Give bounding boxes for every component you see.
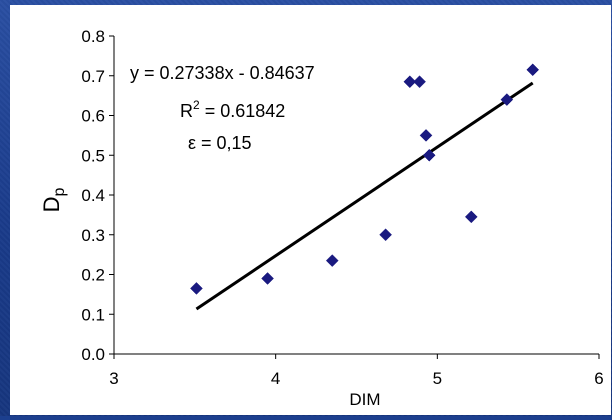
data-point-marker bbox=[379, 228, 392, 242]
y-tick-label: 0.5 bbox=[81, 146, 105, 165]
trendline-group bbox=[195, 81, 534, 311]
data-point-marker bbox=[413, 75, 426, 89]
x-tick-label: 3 bbox=[109, 369, 118, 388]
data-point-marker bbox=[422, 148, 436, 162]
data-point-marker bbox=[325, 254, 339, 267]
data-point-marker bbox=[500, 93, 514, 106]
y-axis-label: Dp bbox=[39, 188, 68, 213]
y-tick-label: 0.0 bbox=[81, 345, 105, 364]
y-tick-label: 0.7 bbox=[81, 67, 105, 86]
data-point-marker bbox=[526, 63, 540, 77]
data-point-marker bbox=[403, 75, 417, 89]
y-axis-label-main: D bbox=[39, 197, 64, 213]
x-tick-label: 4 bbox=[271, 369, 280, 388]
y-tick-label: 0.8 bbox=[81, 27, 105, 46]
scatter-chart: 0.0 0.1 0.2 0.3 0.4 0.5 0.6 0.7 0.8 3 4 5 6 y = 0.27… bbox=[39, 27, 604, 409]
x-tick-label: 5 bbox=[433, 369, 442, 388]
data-point-marker bbox=[464, 210, 478, 224]
axes bbox=[109, 35, 600, 359]
y-tick-label: 0.6 bbox=[81, 107, 105, 126]
equation-annotation: y = 0.27338x - 0.84637 bbox=[130, 63, 315, 83]
x-axis-label: DIM bbox=[349, 390, 380, 409]
y-tick-label: 0.1 bbox=[81, 305, 105, 324]
r-squared-value: = 0.61842 bbox=[200, 101, 286, 121]
y-tick-label: 0.3 bbox=[81, 226, 105, 245]
y-tick-label: 0.2 bbox=[81, 266, 105, 285]
data-points bbox=[190, 63, 540, 295]
y-axis-label-group: Dp bbox=[39, 188, 68, 213]
r-squared-annotation: R2 = 0.61842 bbox=[180, 98, 285, 121]
data-point-marker bbox=[261, 272, 274, 285]
data-point-marker bbox=[419, 129, 433, 142]
r-squared-prefix: R bbox=[180, 101, 193, 121]
epsilon-annotation: ε = 0,15 bbox=[188, 133, 252, 153]
trendline bbox=[195, 81, 534, 311]
r-squared-superscript: 2 bbox=[193, 98, 200, 112]
chart-panel: 0.0 0.1 0.2 0.3 0.4 0.5 0.6 0.7 0.8 3 4 5 6 y = 0.27… bbox=[10, 5, 611, 415]
y-axis-label-subscript: p bbox=[51, 188, 68, 197]
x-tick-label: 6 bbox=[594, 369, 603, 388]
data-point-marker bbox=[190, 282, 203, 295]
y-tick-label: 0.4 bbox=[81, 186, 105, 205]
tick-labels: 0.0 0.1 0.2 0.3 0.4 0.5 0.6 0.7 0.8 3 4 5 6 bbox=[81, 27, 603, 388]
